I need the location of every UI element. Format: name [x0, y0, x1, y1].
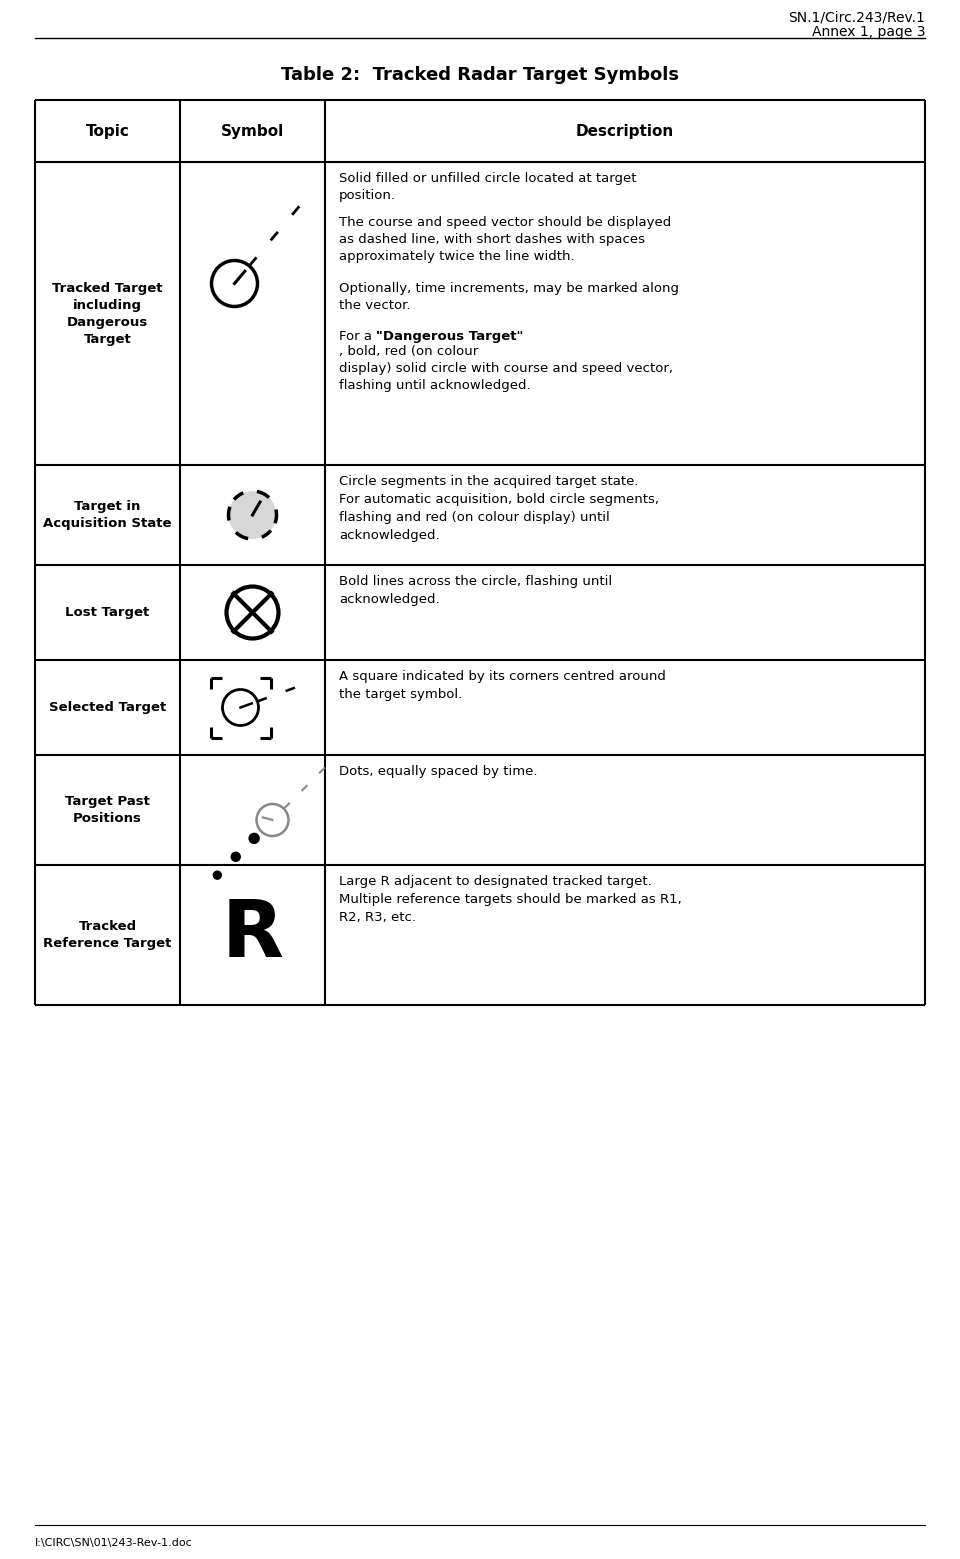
- Text: The course and speed vector should be displayed
as dashed line, with short dashe: The course and speed vector should be di…: [339, 217, 671, 263]
- Text: Lost Target: Lost Target: [65, 606, 150, 619]
- Text: Annex 1, page 3: Annex 1, page 3: [811, 25, 925, 39]
- Text: Bold lines across the circle, flashing until
acknowledged.: Bold lines across the circle, flashing u…: [339, 575, 612, 606]
- Text: A square indicated by its corners centred around
the target symbol.: A square indicated by its corners centre…: [339, 670, 666, 702]
- Text: Large R adjacent to designated tracked target.
Multiple reference targets should: Large R adjacent to designated tracked t…: [339, 875, 682, 924]
- Text: For a ": For a ": [339, 331, 382, 343]
- Text: Tracked
Reference Target: Tracked Reference Target: [43, 920, 172, 949]
- Circle shape: [231, 853, 240, 861]
- Text: Solid filled or unfilled circle located at target
position.: Solid filled or unfilled circle located …: [339, 171, 636, 203]
- Text: "Dangerous Target": "Dangerous Target": [376, 331, 523, 343]
- Circle shape: [228, 491, 276, 539]
- Text: SN.1/Circ.243/Rev.1: SN.1/Circ.243/Rev.1: [788, 9, 925, 23]
- Text: Optionally, time increments, may be marked along
the vector.: Optionally, time increments, may be mark…: [339, 282, 679, 312]
- Text: Description: Description: [576, 123, 674, 139]
- Text: Circle segments in the acquired target state.
For automatic acquisition, bold ci: Circle segments in the acquired target s…: [339, 475, 659, 543]
- Text: Symbol: Symbol: [221, 123, 284, 139]
- Text: Topic: Topic: [85, 123, 130, 139]
- Text: Dots, equally spaced by time.: Dots, equally spaced by time.: [339, 765, 538, 778]
- Text: Table 2:  Tracked Radar Target Symbols: Table 2: Tracked Radar Target Symbols: [281, 65, 679, 84]
- Text: , bold, red (on colour
display) solid circle with course and speed vector,
flash: , bold, red (on colour display) solid ci…: [339, 345, 673, 391]
- Text: Selected Target: Selected Target: [49, 702, 166, 714]
- Circle shape: [213, 871, 222, 879]
- Text: Tracked Target
including
Dangerous
Target: Tracked Target including Dangerous Targe…: [52, 282, 163, 346]
- Text: Target in
Acquisition State: Target in Acquisition State: [43, 500, 172, 530]
- Text: Target Past
Positions: Target Past Positions: [65, 795, 150, 825]
- Circle shape: [249, 834, 259, 843]
- Text: I:\CIRC\SN\01\243-Rev-1.doc: I:\CIRC\SN\01\243-Rev-1.doc: [35, 1539, 193, 1548]
- Text: R: R: [222, 896, 283, 974]
